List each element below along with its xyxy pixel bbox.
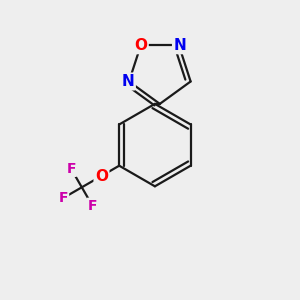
- Text: N: N: [173, 38, 186, 53]
- Text: O: O: [95, 169, 108, 184]
- Text: O: O: [134, 38, 147, 53]
- Text: F: F: [58, 191, 68, 205]
- Text: N: N: [122, 74, 134, 89]
- Text: F: F: [66, 162, 76, 176]
- Text: F: F: [88, 199, 98, 213]
